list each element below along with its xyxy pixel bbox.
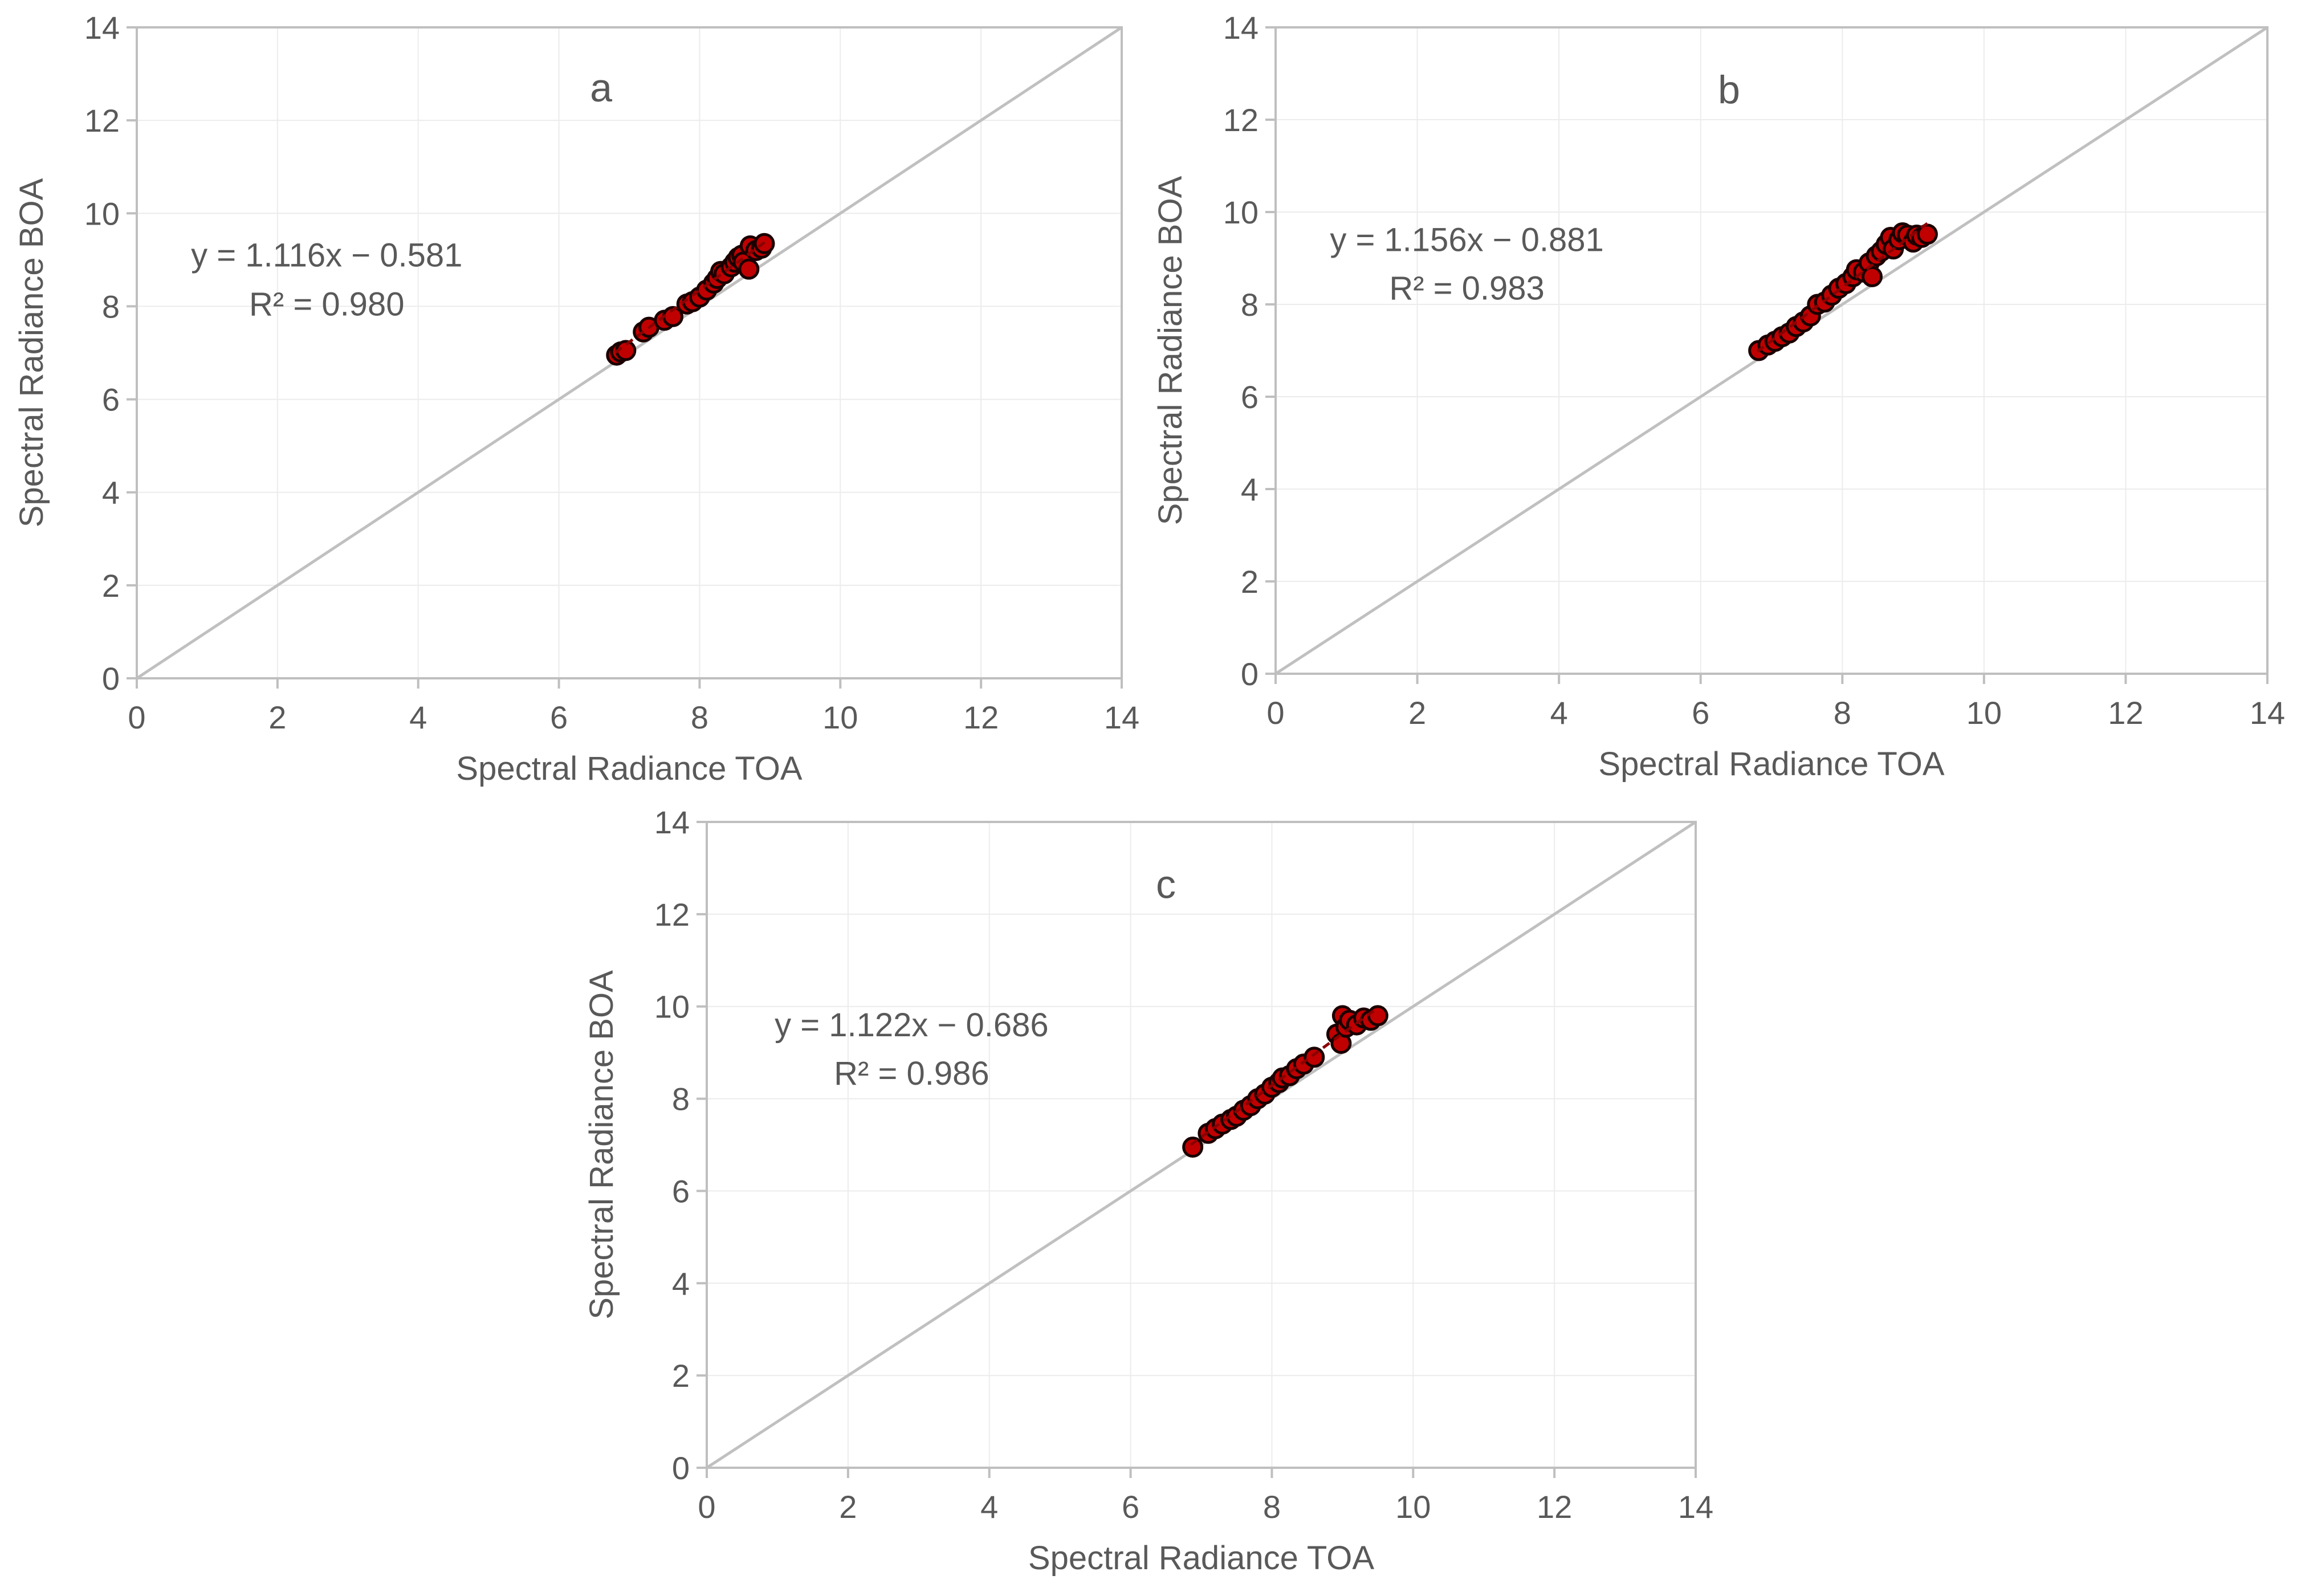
x-tick-label: 2 <box>839 1489 857 1525</box>
x-tick-label: 8 <box>1263 1489 1281 1525</box>
y-tick-label: 2 <box>102 568 120 604</box>
panel-label: a <box>590 66 612 110</box>
y-tick-label: 8 <box>672 1081 690 1117</box>
x-axis-label: Spectral Radiance TOA <box>1028 1540 1375 1577</box>
x-tick-label: 4 <box>980 1489 998 1525</box>
plot-frame <box>136 26 1123 679</box>
x-tick-labels: 0 2 4 6 8 10 12 14 <box>1266 695 2285 731</box>
y-tick-label: 14 <box>654 804 690 840</box>
panel-b: 0 2 4 6 8 10 12 14 0 2 4 6 8 10 12 14 b y = 1.156x − 0… <box>1152 10 2285 783</box>
axes <box>697 821 1697 1478</box>
x-tick-label: 8 <box>691 699 708 735</box>
x-tick-label: 0 <box>128 699 145 735</box>
y-tick-label: 6 <box>1241 379 1259 415</box>
x-tick-label: 12 <box>2108 695 2143 731</box>
x-tick-label: 2 <box>268 699 286 735</box>
x-tick-label: 10 <box>1395 1489 1431 1525</box>
y-tick-labels: 0 2 4 6 8 10 12 14 <box>1223 10 1259 692</box>
x-tick-label: 12 <box>963 699 999 735</box>
x-tick-label: 6 <box>1122 1489 1139 1525</box>
gridlines <box>1276 27 2267 674</box>
data-point <box>1182 1137 1204 1158</box>
y-tick-label: 12 <box>84 103 120 139</box>
x-tick-label: 14 <box>1104 699 1139 735</box>
x-tick-label: 12 <box>1537 1489 1572 1525</box>
y-tick-labels: 0 2 4 6 8 10 12 14 <box>84 10 120 697</box>
x-tick-labels: 0 2 4 6 8 10 12 14 <box>698 1489 1713 1525</box>
y-tick-label: 0 <box>1241 656 1259 692</box>
y-tick-label: 0 <box>672 1450 690 1486</box>
plot-frame <box>1274 26 2269 675</box>
data-point <box>1304 1047 1325 1068</box>
regression-fit-line <box>614 239 768 354</box>
y-tick-label: 8 <box>1241 287 1259 323</box>
x-tick-label: 0 <box>698 1489 715 1525</box>
y-tick-label: 4 <box>1241 471 1259 507</box>
x-tick-label: 10 <box>1966 695 2002 731</box>
y-tick-label: 10 <box>1223 194 1259 230</box>
panel-c: 0 2 4 6 8 10 12 14 0 2 4 6 8 10 12 14 c y = 1.122x − 0… <box>583 804 1713 1577</box>
y-tick-label: 14 <box>84 10 120 46</box>
regression-fit-line <box>1190 1006 1379 1146</box>
data-point <box>738 258 760 280</box>
r-squared: R² = 0.980 <box>249 286 404 323</box>
x-tick-label: 10 <box>822 699 858 735</box>
y-tick-label: 2 <box>672 1358 690 1394</box>
x-tick-label: 8 <box>1834 695 1851 731</box>
y-tick-label: 2 <box>1241 564 1259 600</box>
data-points <box>606 233 775 366</box>
data-point <box>1861 266 1883 287</box>
regression-equation: y = 1.116x − 0.581 <box>191 237 462 274</box>
y-tick-label: 10 <box>84 196 120 231</box>
data-point <box>1916 223 1938 245</box>
y-axis-label: Spectral Radiance BOA <box>583 970 620 1320</box>
y-tick-label: 6 <box>672 1173 690 1209</box>
x-tick-labels: 0 2 4 6 8 10 12 14 <box>128 699 1139 735</box>
y-tick-label: 4 <box>102 475 120 511</box>
x-tick-label: 0 <box>1266 695 1284 731</box>
r-squared: R² = 0.986 <box>834 1055 989 1092</box>
data-point <box>1367 1005 1388 1027</box>
y-axis-label: Spectral Radiance BOA <box>13 178 50 527</box>
x-tick-label: 4 <box>1550 695 1568 731</box>
y-axis-label: Spectral Radiance BOA <box>1152 176 1189 525</box>
y-tick-label: 0 <box>102 661 120 697</box>
data-points <box>1748 222 1938 361</box>
regression-equation: y = 1.156x − 0.881 <box>1330 222 1603 259</box>
x-tick-label: 4 <box>409 699 427 735</box>
y-tick-labels: 0 2 4 6 8 10 12 14 <box>654 804 690 1486</box>
panel-a: 0 2 4 6 8 10 12 14 0 2 4 6 8 10 12 14 a y = 1.116x − 0… <box>13 10 1139 787</box>
panel-label: c <box>1156 862 1176 906</box>
x-tick-label: 6 <box>550 699 568 735</box>
x-axis-label: Spectral Radiance TOA <box>456 750 803 787</box>
y-tick-label: 8 <box>102 288 120 324</box>
panel-label: b <box>1718 67 1740 112</box>
gridlines <box>137 27 1122 678</box>
gridlines <box>707 822 1696 1468</box>
axes <box>1265 26 2269 684</box>
y-tick-label: 14 <box>1223 10 1259 46</box>
y-tick-label: 12 <box>654 897 690 933</box>
fit-line-layer <box>1190 1006 1379 1146</box>
axes <box>127 26 1123 689</box>
fit-line-layer <box>614 239 768 354</box>
plot-frame <box>706 821 1697 1469</box>
x-tick-label: 2 <box>1408 695 1426 731</box>
r-squared: R² = 0.983 <box>1389 270 1544 307</box>
y-tick-label: 6 <box>102 382 120 418</box>
regression-equation: y = 1.122x − 0.686 <box>775 1007 1048 1044</box>
x-tick-label: 6 <box>1692 695 1709 731</box>
y-tick-label: 12 <box>1223 102 1259 138</box>
y-tick-label: 10 <box>654 989 690 1025</box>
y-tick-label: 4 <box>672 1265 690 1301</box>
x-tick-label: 14 <box>2250 695 2285 731</box>
x-axis-label: Spectral Radiance TOA <box>1598 746 1945 783</box>
x-tick-label: 14 <box>1678 1489 1713 1525</box>
